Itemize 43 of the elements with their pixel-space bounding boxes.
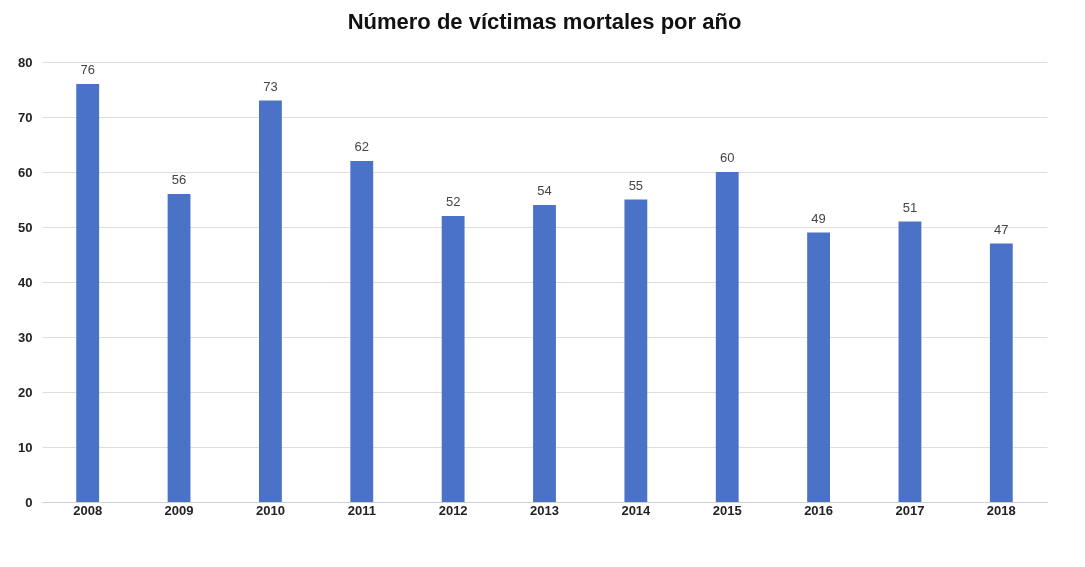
bar <box>989 243 1013 502</box>
data-label: 47 <box>994 221 1009 237</box>
data-label: 49 <box>811 210 826 226</box>
data-label: 62 <box>354 139 370 154</box>
x-tick-label: 2008 <box>73 502 103 518</box>
y-tick-label: 60 <box>18 164 33 180</box>
x-tick-label: 2013 <box>530 502 559 518</box>
x-tick-label: 2017 <box>895 502 925 518</box>
data-label: 54 <box>537 183 552 198</box>
y-tick-label: 80 <box>18 54 33 70</box>
chart-title: Número de víctimas mortales por año <box>347 9 742 34</box>
data-label: 56 <box>171 172 187 187</box>
x-tick-label: 2009 <box>164 502 194 518</box>
bar <box>350 161 374 502</box>
y-tick-label: 10 <box>18 439 33 455</box>
data-label: 52 <box>445 194 461 209</box>
data-label: 76 <box>80 62 95 77</box>
bar <box>898 221 922 502</box>
data-label: 73 <box>263 78 278 94</box>
x-tick-label: 2015 <box>712 502 742 518</box>
y-tick-label: 30 <box>18 329 33 345</box>
x-tick-label: 2018 <box>986 502 1016 518</box>
y-tick-label: 40 <box>18 274 33 290</box>
bar <box>533 205 556 502</box>
x-tick-label: 2014 <box>621 502 652 518</box>
x-tick-label: 2010 <box>255 502 285 518</box>
bar <box>167 194 191 502</box>
bar <box>441 216 465 502</box>
bar <box>258 100 282 502</box>
bar <box>807 232 831 502</box>
y-tick-label: 0 <box>25 494 33 510</box>
y-tick-label: 70 <box>18 109 33 125</box>
x-tick-label: 2016 <box>804 502 834 518</box>
bar <box>76 84 100 502</box>
data-label: 55 <box>628 177 644 193</box>
y-tick-label: 20 <box>18 384 33 400</box>
x-tick-label: 2011 <box>347 502 376 518</box>
bar <box>715 172 739 502</box>
bar <box>624 199 648 502</box>
data-label: 60 <box>719 150 735 165</box>
y-tick-label: 50 <box>18 219 33 235</box>
x-tick-label: 2012 <box>438 502 468 518</box>
data-label: 51 <box>902 199 918 215</box>
